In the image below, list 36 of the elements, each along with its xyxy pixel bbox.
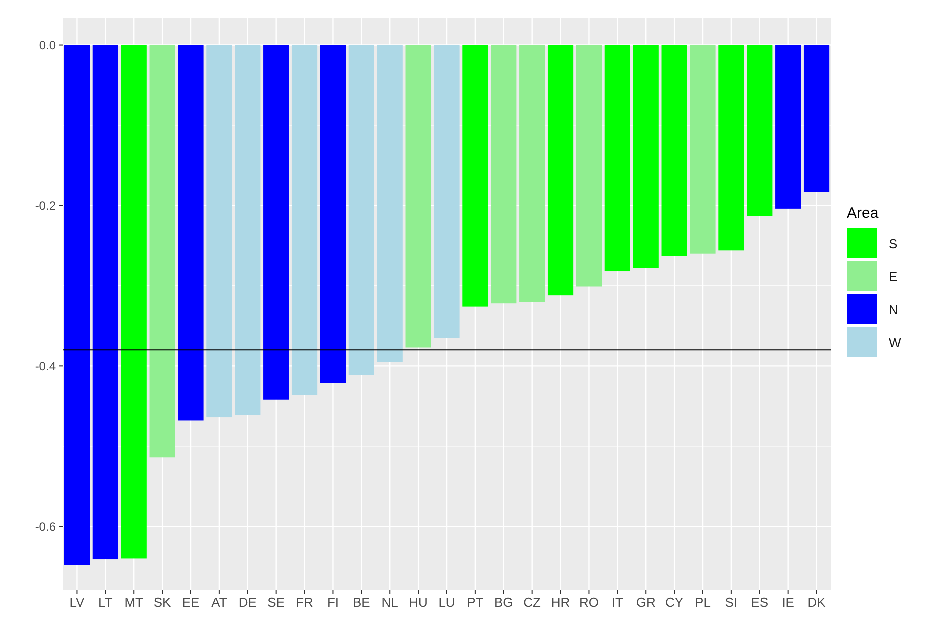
x-tick-label: CZ (524, 595, 542, 610)
x-tick-label: SK (154, 595, 172, 610)
x-tick-label: PL (695, 595, 711, 610)
x-tick-label: SE (268, 595, 286, 610)
x-tick-label: GR (636, 595, 656, 610)
x-tick-label: HU (409, 595, 428, 610)
legend-label: W (889, 336, 902, 351)
legend-label: N (889, 302, 898, 318)
y-tick-label: -0.4 (35, 359, 56, 374)
y-tick-label: -0.6 (35, 520, 56, 534)
y-tick-label: -0.2 (35, 198, 56, 213)
x-tick-label: EE (182, 595, 200, 610)
x-tick-label: BE (352, 595, 371, 610)
x-tick-label: MT (124, 595, 144, 610)
x-tick-label: AT (212, 595, 228, 610)
x-tick-label: HR (551, 595, 570, 610)
x-tick-label: NL (382, 595, 398, 610)
x-tick-label: ES (751, 595, 769, 610)
x-tick-label: IT (612, 595, 624, 610)
x-tick-label: IE (782, 595, 795, 610)
x-tick-label: DK (808, 595, 826, 610)
y-tick-label: 0.0 (39, 38, 56, 52)
legend-title: Area (847, 205, 880, 222)
x-tick-label: LU (438, 595, 456, 610)
legend-label: E (889, 270, 898, 285)
x-tick-label: SI (725, 595, 738, 610)
x-tick-label: LV (70, 595, 86, 610)
x-tick-label: LT (98, 595, 113, 610)
x-tick-label: FI (327, 595, 340, 610)
legend-label: S (889, 236, 898, 252)
x-tick-label: BG (494, 595, 514, 610)
x-tick-label: DE (238, 595, 258, 610)
x-tick-label: FR (296, 595, 314, 610)
x-tick-label: RO (579, 595, 599, 610)
x-tick-label: CY (666, 595, 684, 610)
x-tick-label: PT (467, 595, 484, 610)
